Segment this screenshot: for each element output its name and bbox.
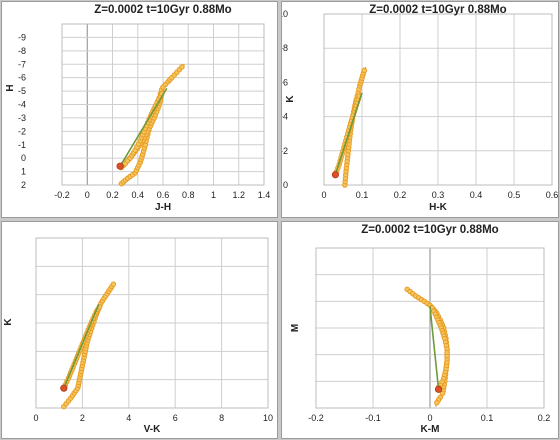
plot-area [315,247,545,409]
y-tick-label: -10 [282,9,288,19]
y-tick-label: -8 [18,46,26,56]
x-tick-label: 0.4 [131,190,144,200]
x-tick-label: 0.2 [538,413,551,423]
panel-km-m: -0.2-0.100.10.2-10-8-6-4-202Z=0.0002 t=1… [281,221,559,439]
chart-title: Z=0.0002 t=10Gyr 0.88Mo [94,4,231,16]
y-tick-label: -2 [18,126,26,136]
y-tick-label: 0 [21,153,26,163]
straight-line [119,87,168,167]
y-tick-label: 0 [283,180,288,190]
x-tick-label: 0.6 [157,190,170,200]
x-tick-label: -0.1 [365,413,381,423]
track-point [179,64,185,70]
straight-line [429,306,440,390]
straight-line [63,304,100,389]
x-tick-label: 8 [219,413,224,423]
x-axis-label: K-M [421,424,440,435]
x-tick-label: -0.2 [54,190,70,200]
y-tick-label: -9 [18,32,26,42]
x-tick-label: 0.5 [508,190,521,200]
y-tick-label: -8 [282,43,288,53]
y-tick-label: 1 [21,167,26,177]
x-tick-label: 1 [211,190,216,200]
panel-jh-h: -0.2 0 0.2 0.4 0.6 0.8 1 1.2 1.4 -9 -8 -7 -6 -5 -4 -3 -2… [1,1,278,218]
x-tick-label: 0.3 [432,190,445,200]
x-axis-label: H-K [429,202,448,213]
straight-line [334,92,363,175]
x-axis-label: V-K [144,424,161,435]
y-tick-label: -6 [282,77,288,87]
chart-hk-k: 0 0.1 0.2 0.3 0.4 0.5 0.6 -10 -8 -6 -4 -2 0 Z=0.0002 … [282,4,559,213]
x-tick-label: 0.1 [481,413,494,423]
end-point [116,162,124,170]
x-tick-label: 0 [85,190,90,200]
y-tick-label: 2 [21,180,26,190]
end-point [331,171,340,179]
x-tick-label: -0.2 [308,413,324,423]
chart-title: Z=0.0002 t=10Gyr 0.88Mo [361,224,498,236]
y-tick-label: -4 [282,112,288,122]
end-point [60,384,68,392]
chart-title: Z=0.0002 t=10Gyr 0.88Mo [369,4,506,16]
track-point [439,390,446,397]
x-tick-label: 0.2 [394,190,407,200]
x-tick-label: 0.1 [356,190,369,200]
x-tick-label: 0.2 [106,190,119,200]
x-tick-label: 0.6 [546,190,559,200]
y-axis-label: K [3,318,14,326]
chart-jh-h: -0.2 0 0.2 0.4 0.6 0.8 1 1.2 1.4 -9 -8 -7 -6 -5 -4 -3 -2… [5,4,271,213]
y-tick-label: -1 [18,140,26,150]
x-tick-label: 10 [263,413,273,423]
y-axis-label: M [290,324,301,332]
x-tick-label: 4 [126,413,131,423]
x-tick-label: 0.8 [182,190,195,200]
x-tick-label: 0 [33,413,38,423]
plot-area [61,23,265,186]
y-axis-label: K [285,95,296,103]
x-tick-label: 0.4 [470,190,483,200]
panel-hk-k: 0 0.1 0.2 0.3 0.4 0.5 0.6 -10 -8 -6 -4 -2 0 Z=0.0002 … [281,1,559,218]
end-point [434,385,443,393]
x-tick-label: 1.4 [258,190,271,200]
track-point [110,281,117,288]
track-point [361,67,368,74]
x-tick-label: 6 [173,413,178,423]
y-tick-label: -3 [18,113,26,123]
track-point [434,399,440,406]
plot-area [323,13,553,186]
x-axis-label: J-H [155,202,171,213]
y-tick-label: -7 [18,59,26,69]
x-tick-label: 0 [427,413,432,423]
x-tick-label: 2 [80,413,85,423]
y-tick-label: -6 [18,73,26,83]
chart-km-m: -0.2-0.100.10.2-10-8-6-4-202Z=0.0002 t=1… [290,224,551,435]
y-tick-label: -5 [18,86,26,96]
x-tick-label: 0 [321,190,326,200]
x-tick-label: 1.2 [232,190,245,200]
y-tick-label: -2 [282,146,288,156]
y-axis-label: H [5,84,16,91]
plot-area [35,237,269,409]
y-tick-label: -4 [18,100,26,110]
